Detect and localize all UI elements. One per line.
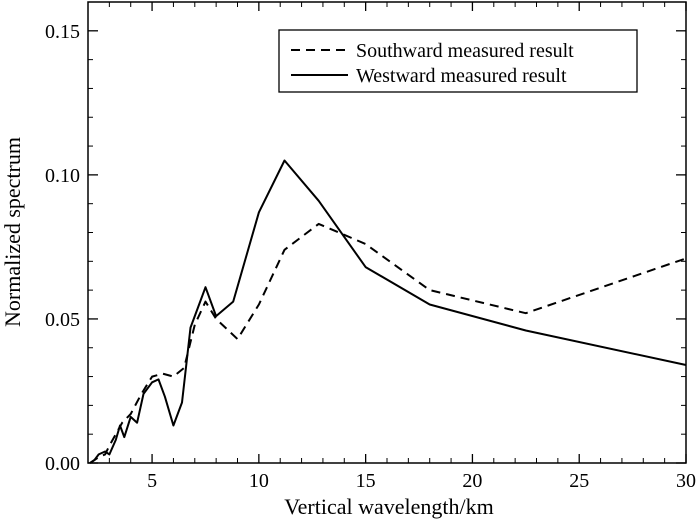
x-tick-label: 5 bbox=[147, 470, 157, 492]
y-tick-label: 0.00 bbox=[45, 453, 80, 475]
legend-label-southward: Southward measured result bbox=[356, 40, 574, 62]
x-tick-label: 10 bbox=[249, 470, 269, 492]
y-tick-label: 0.10 bbox=[45, 165, 80, 187]
series-layer bbox=[89, 159, 687, 464]
x-tick-label: 20 bbox=[462, 470, 482, 492]
x-tick-label: 15 bbox=[356, 470, 376, 492]
legend-label-westward: Westward measured result bbox=[356, 65, 567, 87]
y-tick-label: 0.15 bbox=[45, 21, 80, 43]
y-tick-label: 0.05 bbox=[45, 309, 80, 331]
x-tick-label: 25 bbox=[569, 470, 589, 492]
x-tick-label: 30 bbox=[676, 470, 696, 492]
series-line-southward bbox=[89, 222, 687, 464]
x-axis-title: Vertical wavelength/km bbox=[284, 494, 494, 519]
y-axis-title: Normalized spectrum bbox=[0, 137, 25, 327]
legend-box bbox=[278, 29, 638, 93]
axis-tick-labels: 5 10 15 20 25 30 0.00 0.05 0.10 0.15 bbox=[45, 21, 696, 492]
series-line-westward bbox=[89, 159, 687, 464]
legend: Southward measured result Westward measu… bbox=[278, 29, 638, 93]
axis-ticks bbox=[87, 2, 687, 464]
